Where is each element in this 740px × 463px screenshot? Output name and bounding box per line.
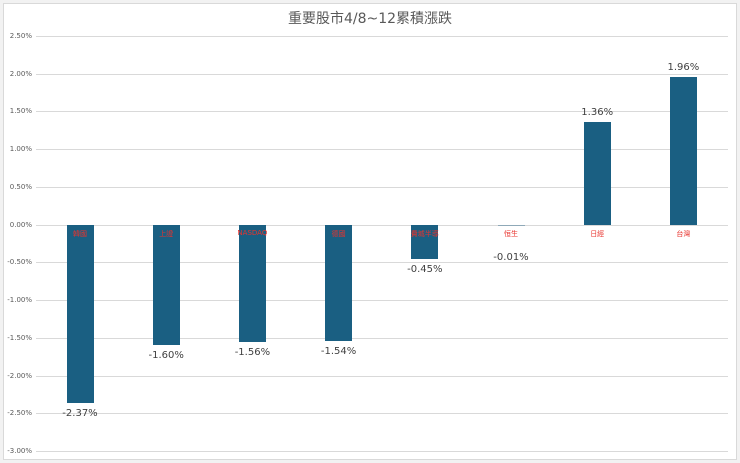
y-tick-label: -1.50% xyxy=(7,333,32,342)
data-label: -1.56% xyxy=(234,347,271,359)
category-label: 日經 xyxy=(590,229,605,238)
data-label: -1.60% xyxy=(148,350,184,362)
category-label: 韓國 xyxy=(73,229,87,238)
gridline xyxy=(36,224,728,226)
bar xyxy=(325,224,353,341)
data-label: -2.37% xyxy=(62,408,98,420)
gridline xyxy=(36,111,728,113)
gridline xyxy=(36,375,728,377)
gridline xyxy=(36,149,728,151)
y-tick-label: 1.00% xyxy=(9,145,32,154)
gridline xyxy=(36,262,728,264)
bar xyxy=(583,122,611,225)
y-tick-label: -2.00% xyxy=(7,371,32,380)
bar xyxy=(497,224,525,227)
gridline xyxy=(36,36,728,37)
y-tick-label: -0.50% xyxy=(7,258,32,267)
gridline xyxy=(36,451,728,452)
gridline xyxy=(36,337,728,339)
y-tick-label: -2.50% xyxy=(7,409,32,418)
category-label: NASDAQ xyxy=(237,228,268,237)
data-label: -0.45% xyxy=(407,263,443,275)
data-label: 1.36% xyxy=(581,107,614,119)
chart-title: 重要股市4/8~12累積漲跌 xyxy=(287,11,453,27)
gridline xyxy=(36,186,728,188)
gridline xyxy=(36,73,728,75)
y-tick-label: 0.50% xyxy=(9,182,32,191)
category-label: 台灣 xyxy=(676,229,691,238)
y-tick-label: 2.00% xyxy=(9,69,32,78)
bar xyxy=(669,76,697,225)
category-label: 上證 xyxy=(159,229,174,238)
data-label: -1.54% xyxy=(320,345,357,357)
category-label: 費城半導 xyxy=(410,229,439,238)
category-label: 德國 xyxy=(331,229,346,238)
gridline xyxy=(36,300,728,302)
y-tick-label: -3.00% xyxy=(7,447,32,455)
y-tick-label: -1.00% xyxy=(7,296,32,305)
bar xyxy=(66,224,94,404)
bar xyxy=(238,224,266,343)
gridline xyxy=(36,413,728,415)
bar xyxy=(152,224,180,346)
y-tick-label: 1.50% xyxy=(9,107,32,116)
chart-area xyxy=(3,3,737,460)
y-tick-label: 2.50% xyxy=(9,32,32,40)
bar xyxy=(411,224,439,259)
y-tick-label: 0.00% xyxy=(9,220,32,229)
data-label: 1.96% xyxy=(667,61,700,73)
data-label: -0.01% xyxy=(493,251,529,263)
category-label: 恒生 xyxy=(504,229,518,238)
